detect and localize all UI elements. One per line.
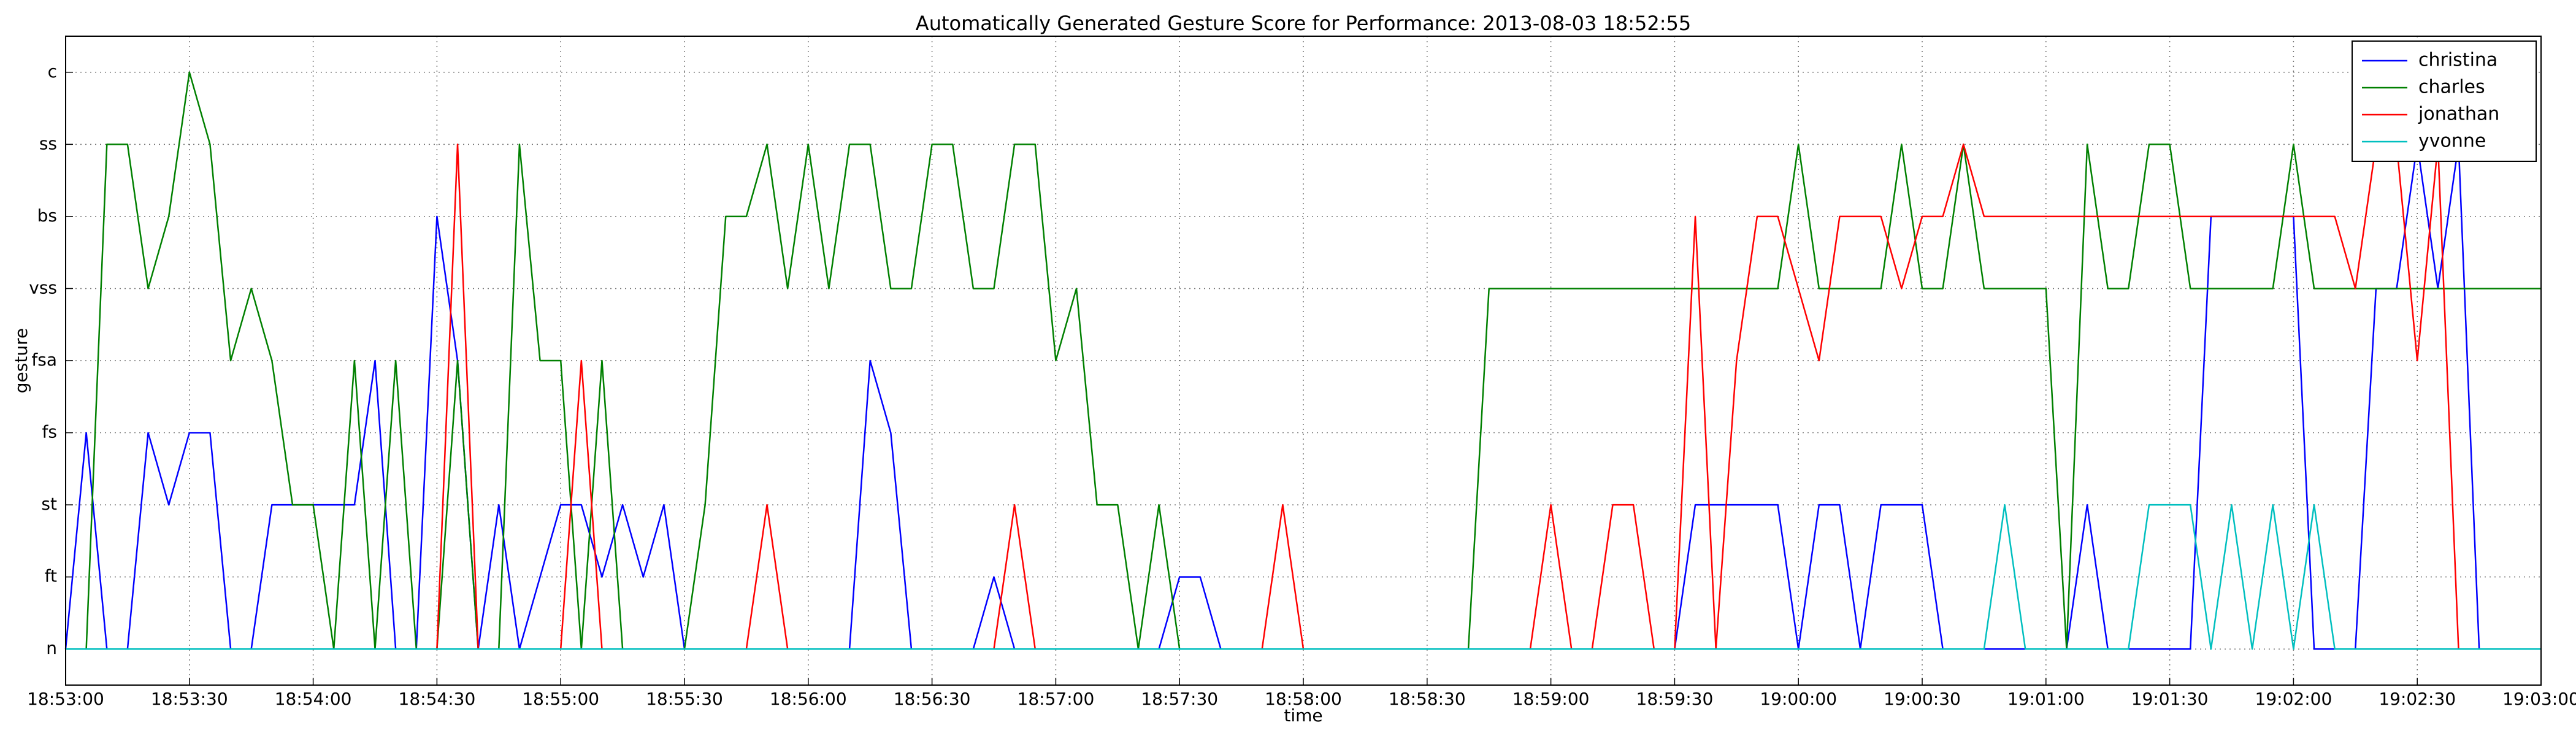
y-tick-label: bs: [37, 205, 57, 226]
y-tick-label: n: [46, 638, 57, 658]
x-tick-label: 19:00:00: [1760, 689, 1837, 709]
y-tick-label: ft: [45, 566, 57, 586]
x-tick-label: 19:02:30: [2379, 689, 2456, 709]
y-tick-label: c: [48, 61, 57, 82]
x-tick-label: 19:02:00: [2255, 689, 2333, 709]
x-tick-label: 18:55:30: [646, 689, 723, 709]
x-tick-label: 18:54:00: [275, 689, 352, 709]
x-tick-label: 18:59:00: [1512, 689, 1590, 709]
x-tick-label: 18:54:30: [399, 689, 476, 709]
x-tick-label: 18:59:30: [1636, 689, 1714, 709]
x-tick-label: 19:01:00: [2007, 689, 2085, 709]
y-tick-label: ss: [39, 133, 57, 153]
x-tick-label: 18:56:30: [894, 689, 971, 709]
y-tick-label: st: [41, 494, 57, 514]
legend-label: charles: [2418, 77, 2485, 98]
chart-title: Automatically Generated Gesture Score fo…: [916, 12, 1691, 35]
x-tick-label: 18:56:00: [770, 689, 847, 709]
x-tick-label: 18:55:00: [522, 689, 599, 709]
x-tick-label: 18:53:30: [151, 689, 228, 709]
x-axis-label: time: [1284, 705, 1322, 726]
y-tick-label: fsa: [31, 350, 57, 370]
y-tick-label: fs: [42, 422, 57, 442]
plot-frame: [65, 36, 2542, 686]
x-tick-label: 18:53:00: [27, 689, 104, 709]
y-tick-label: vss: [29, 277, 57, 297]
series-line: [66, 504, 2541, 650]
x-tick-label: 18:58:30: [1389, 689, 1466, 709]
legend-label: jonathan: [2418, 104, 2499, 125]
y-axis-label: gesture: [11, 328, 31, 393]
legend-label: yvonne: [2418, 131, 2486, 152]
x-tick-label: 19:01:30: [2131, 689, 2209, 709]
legend: christina charles jonathan yvonne: [2352, 40, 2537, 162]
x-tick-label: 18:58:00: [1265, 689, 1342, 709]
x-tick-label: 18:57:30: [1141, 689, 1218, 709]
legend-label: christina: [2418, 50, 2497, 71]
x-tick-label: 19:03:00: [2502, 689, 2576, 709]
x-tick-label: 18:57:00: [1018, 689, 1095, 709]
x-tick-label: 19:00:30: [1884, 689, 1961, 709]
